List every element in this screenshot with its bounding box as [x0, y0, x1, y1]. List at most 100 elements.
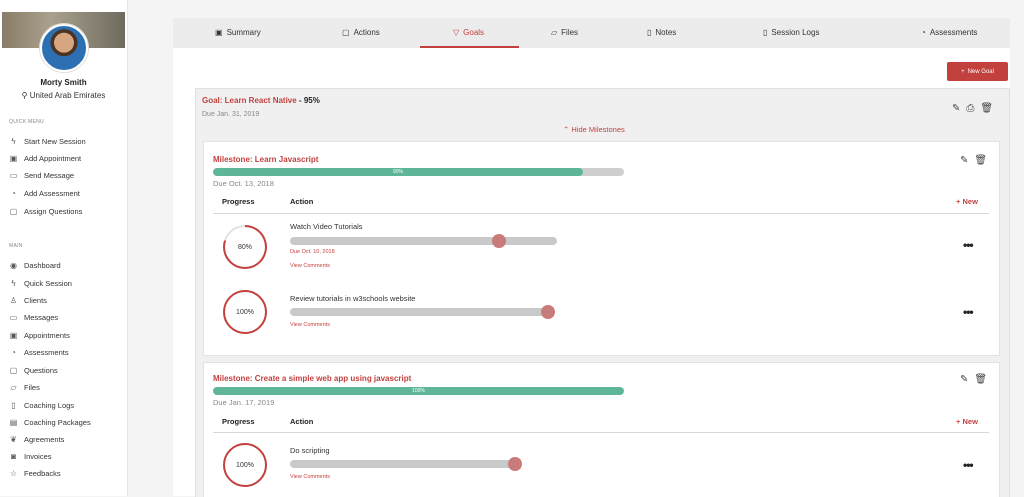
action-progress-slider[interactable]: [290, 308, 548, 316]
handshake-icon: ❦: [10, 435, 17, 444]
milestone-title: Milestone: Learn Javascript: [213, 155, 319, 164]
tab-label: Summary: [226, 28, 261, 37]
column-header-progress: Progress: [222, 417, 255, 426]
sidebar-item-appointments[interactable]: ▣ Appointments: [9, 331, 70, 340]
more-options-icon[interactable]: •••: [963, 305, 974, 319]
user-location: ⚲ United Arab Emirates: [0, 91, 127, 100]
more-options-icon[interactable]: •••: [963, 238, 974, 252]
divider: [213, 432, 989, 433]
tab-files[interactable]: ▱ Files: [551, 18, 578, 48]
milestone-due-date: Due Oct. 13, 2018: [213, 179, 274, 188]
tab-bar: ▣ Summary ▢ Actions ▽ Goals ▱ Files ▯ Notes ▯…: [173, 18, 1010, 49]
tab-actions[interactable]: ▢ Actions: [342, 18, 380, 48]
tab-assessments[interactable]: ◔ Assessments: [921, 18, 977, 48]
note-icon: ▯: [647, 28, 652, 37]
more-options-icon[interactable]: •••: [963, 458, 974, 472]
chevron-up-icon: ⌃: [563, 125, 570, 134]
folder-icon: ▱: [10, 383, 17, 392]
view-comments-link[interactable]: View Comments: [290, 263, 330, 269]
goals-icon: ▽: [453, 28, 460, 37]
action-progress-ring: 100%: [223, 290, 267, 334]
milestone-progress-fill: 100%: [213, 387, 624, 395]
sidebar-item-files[interactable]: ▱ Files: [9, 383, 39, 392]
tab-session-logs[interactable]: ▯ Session Logs: [763, 18, 819, 48]
tab-label: Files: [561, 28, 579, 37]
sidebar-item-feedbacks[interactable]: ☆ Feedbacks: [9, 469, 61, 478]
sidebar-item-start-new-session[interactable]: ϟ Start New Session: [9, 137, 86, 146]
calendar-icon: ▣: [9, 154, 18, 163]
bolt-icon: ϟ: [11, 279, 16, 288]
sidebar-item-label: Start New Session: [24, 137, 86, 146]
action-progress-slider[interactable]: [290, 237, 557, 245]
avatar[interactable]: [40, 24, 88, 72]
assessment-icon: ◔: [11, 348, 16, 357]
new-action-button[interactable]: + New: [956, 197, 978, 206]
column-header-action: Action: [290, 417, 314, 426]
folder-icon: ▱: [551, 28, 558, 37]
sidebar-item-agreements[interactable]: ❦ Agreements: [9, 435, 64, 444]
sidebar-item-coaching-packages[interactable]: ▤ Coaching Packages: [9, 418, 91, 427]
sidebar-item-label: Add Assessment: [24, 189, 80, 198]
edit-icon[interactable]: ✎: [960, 155, 969, 166]
package-icon: ▤: [9, 418, 18, 427]
users-icon: ♙: [9, 296, 18, 305]
active-tab-indicator: [420, 46, 519, 48]
sidebar-item-label: Coaching Logs: [24, 401, 75, 410]
milestone-due-date: Due Jan. 17, 2019: [213, 398, 275, 407]
assessment-icon: ◔: [921, 28, 926, 37]
sidebar-item-add-assessment[interactable]: ◔ Add Assessment: [9, 189, 80, 198]
actions-icon: ▢: [342, 28, 350, 37]
location-pin-icon: ⚲: [21, 91, 28, 100]
sidebar-item-assign-questions[interactable]: ▢ Assign Questions: [9, 207, 83, 216]
new-goal-button[interactable]: + New Goal: [947, 62, 1008, 81]
sidebar-item-messages[interactable]: ▭ Messages: [9, 313, 58, 322]
sidebar-item-label: Send Message: [24, 171, 75, 180]
new-action-label: New: [962, 417, 978, 426]
sidebar-item-add-appointment[interactable]: ▣ Add Appointment: [9, 154, 81, 163]
ring-inner: 80%: [225, 227, 265, 267]
trash-icon[interactable]: 🗑: [974, 374, 988, 385]
tab-label: Session Logs: [771, 28, 820, 37]
trash-icon[interactable]: 🗑: [974, 155, 988, 166]
sidebar-item-label: Feedbacks: [24, 469, 61, 478]
edit-icon[interactable]: ✎: [952, 103, 961, 114]
plus-icon: +: [961, 68, 965, 75]
sidebar-item-quick-session[interactable]: ϟ Quick Session: [9, 279, 72, 288]
goal-separator: -: [296, 96, 304, 105]
star-icon: ☆: [9, 469, 18, 478]
milestone-actions: ✎ 🗑: [960, 155, 987, 166]
sidebar-item-label: Invoices: [24, 452, 52, 461]
slider-handle[interactable]: [492, 234, 507, 248]
sidebar-item-label: Clients: [24, 296, 47, 305]
goal-title-text: Goal: Learn React Native: [202, 96, 297, 105]
sidebar-item-label: Quick Session: [24, 279, 72, 288]
slider-handle[interactable]: [508, 457, 522, 471]
sidebar-item-invoices[interactable]: ◙ Invoices: [9, 452, 52, 461]
action-name: Do scripting: [290, 446, 330, 455]
sidebar-item-coaching-logs[interactable]: ▯ Coaching Logs: [9, 401, 74, 410]
sidebar-item-dashboard[interactable]: ◉ Dashboard: [9, 261, 61, 270]
hide-milestones-link[interactable]: ⌃ Hide Milestones: [563, 125, 625, 134]
tab-summary[interactable]: ▣ Summary: [215, 18, 261, 48]
sidebar-item-label: Assign Questions: [24, 207, 83, 216]
tab-notes[interactable]: ▯ Notes: [647, 18, 676, 48]
view-comments-link[interactable]: View Comments: [290, 322, 330, 328]
slider-handle[interactable]: [541, 305, 555, 319]
sidebar-item-assessments[interactable]: ◔ Assessments: [9, 348, 69, 357]
view-comments-link[interactable]: View Comments: [290, 474, 330, 480]
sidebar-item-clients[interactable]: ♙ Clients: [9, 296, 47, 305]
action-progress-slider[interactable]: [290, 460, 515, 468]
sidebar-item-questions[interactable]: ▢ Questions: [9, 366, 58, 375]
column-header-action: Action: [290, 197, 314, 206]
trash-icon[interactable]: 🗑: [980, 103, 994, 114]
dashboard-icon: ◉: [10, 261, 17, 270]
edit-icon[interactable]: ✎: [960, 374, 969, 385]
summary-icon: ▣: [215, 28, 223, 37]
tab-goals[interactable]: ▽ Goals: [453, 18, 484, 48]
new-action-button[interactable]: + New: [956, 417, 978, 426]
sidebar-item-send-message[interactable]: ▭ Send Message: [9, 171, 74, 180]
print-icon[interactable]: ⎙: [966, 103, 975, 114]
new-goal-label: New Goal: [967, 68, 994, 75]
goal-progress-text: 95%: [303, 96, 320, 105]
sidebar-item-label: Dashboard: [24, 261, 61, 270]
